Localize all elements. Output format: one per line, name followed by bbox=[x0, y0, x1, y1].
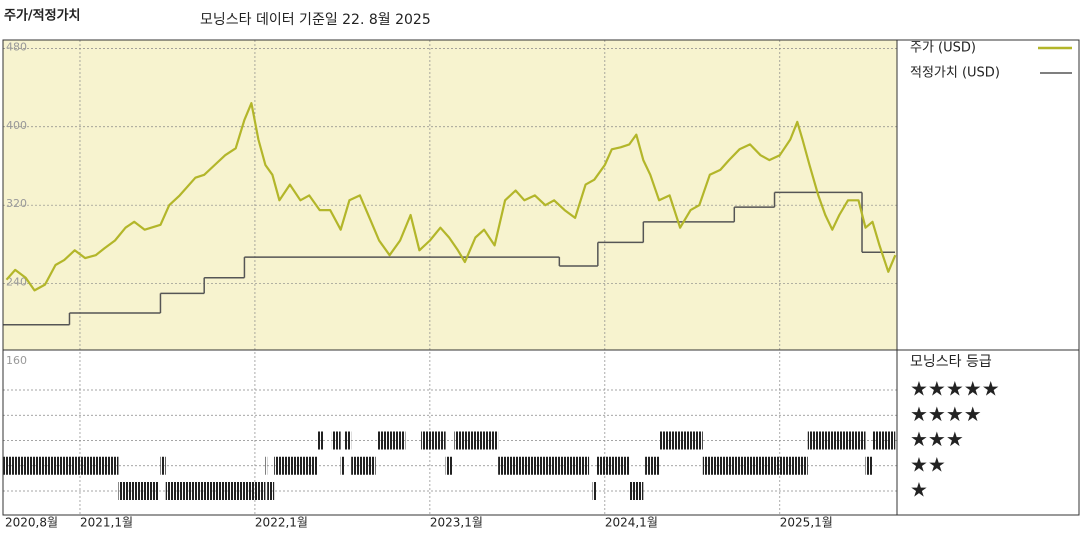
legend-label: 적정가치 (USD) bbox=[910, 66, 1000, 81]
rating-bar bbox=[872, 431, 896, 450]
rating-bar bbox=[274, 456, 318, 475]
rating-bar bbox=[317, 431, 324, 450]
rating-bar bbox=[351, 456, 376, 475]
x-tick-label: 2024,1월 bbox=[605, 516, 658, 530]
rating-bar bbox=[118, 482, 159, 500]
x-tick-label: 2020,8월 bbox=[5, 516, 58, 530]
rating-bar bbox=[592, 482, 597, 500]
rating-label: ★ bbox=[910, 478, 928, 502]
rating-bar bbox=[340, 456, 345, 475]
rating-bar bbox=[596, 456, 630, 475]
chart-title: 주가/적정가치 bbox=[4, 8, 81, 24]
frame bbox=[2, 39, 1080, 516]
rating-bar bbox=[344, 431, 352, 450]
rating-title: 모닝스타 등급 bbox=[910, 354, 992, 370]
x-tick-label: 2021,1월 bbox=[80, 516, 133, 530]
rating-label: ★★★★ bbox=[910, 402, 982, 426]
chart-subtitle: 모닝스타 데이터 기준일 22. 8월 2025 bbox=[200, 12, 431, 28]
rating-label: ★★★ bbox=[910, 427, 964, 451]
rating-bar bbox=[331, 431, 341, 450]
plot-background bbox=[3, 40, 897, 350]
y-tick-label: 160 bbox=[6, 354, 27, 367]
rating-label: ★★★★★ bbox=[910, 377, 1000, 401]
price-line bbox=[5, 102, 897, 292]
rating-bar bbox=[629, 482, 644, 500]
rating-bar bbox=[377, 431, 406, 450]
rating-bar bbox=[421, 431, 446, 450]
rating-bar bbox=[865, 456, 873, 475]
rating-bar bbox=[265, 456, 268, 475]
rating-bar bbox=[267, 482, 275, 500]
rating-bar bbox=[445, 456, 453, 475]
rating-bar bbox=[3, 456, 119, 475]
y-tick-label: 320 bbox=[6, 197, 27, 210]
rating-bar bbox=[165, 482, 266, 500]
x-tick-label: 2025,1월 bbox=[780, 516, 833, 530]
x-tick-label: 2023,1월 bbox=[430, 516, 483, 530]
y-tick-label: 480 bbox=[6, 40, 27, 53]
rating-bar bbox=[807, 431, 866, 450]
plot-layer: 160 240 320 400 480 2020,8월 2021,1월 2022,1월 2023… bbox=[3, 40, 1072, 530]
y-tick-label: 240 bbox=[6, 276, 27, 289]
rating-bar bbox=[454, 431, 499, 450]
rating-bar bbox=[702, 456, 808, 475]
legend-label: 주가 (USD) bbox=[910, 41, 976, 56]
x-tick-label: 2022,1월 bbox=[255, 516, 308, 530]
rating-bar bbox=[645, 456, 660, 475]
rating-bar bbox=[659, 431, 703, 450]
rating-label: ★★ bbox=[910, 452, 946, 476]
y-tick-label: 400 bbox=[6, 119, 27, 132]
rating-bar bbox=[160, 456, 166, 475]
rating-bar bbox=[498, 456, 590, 475]
